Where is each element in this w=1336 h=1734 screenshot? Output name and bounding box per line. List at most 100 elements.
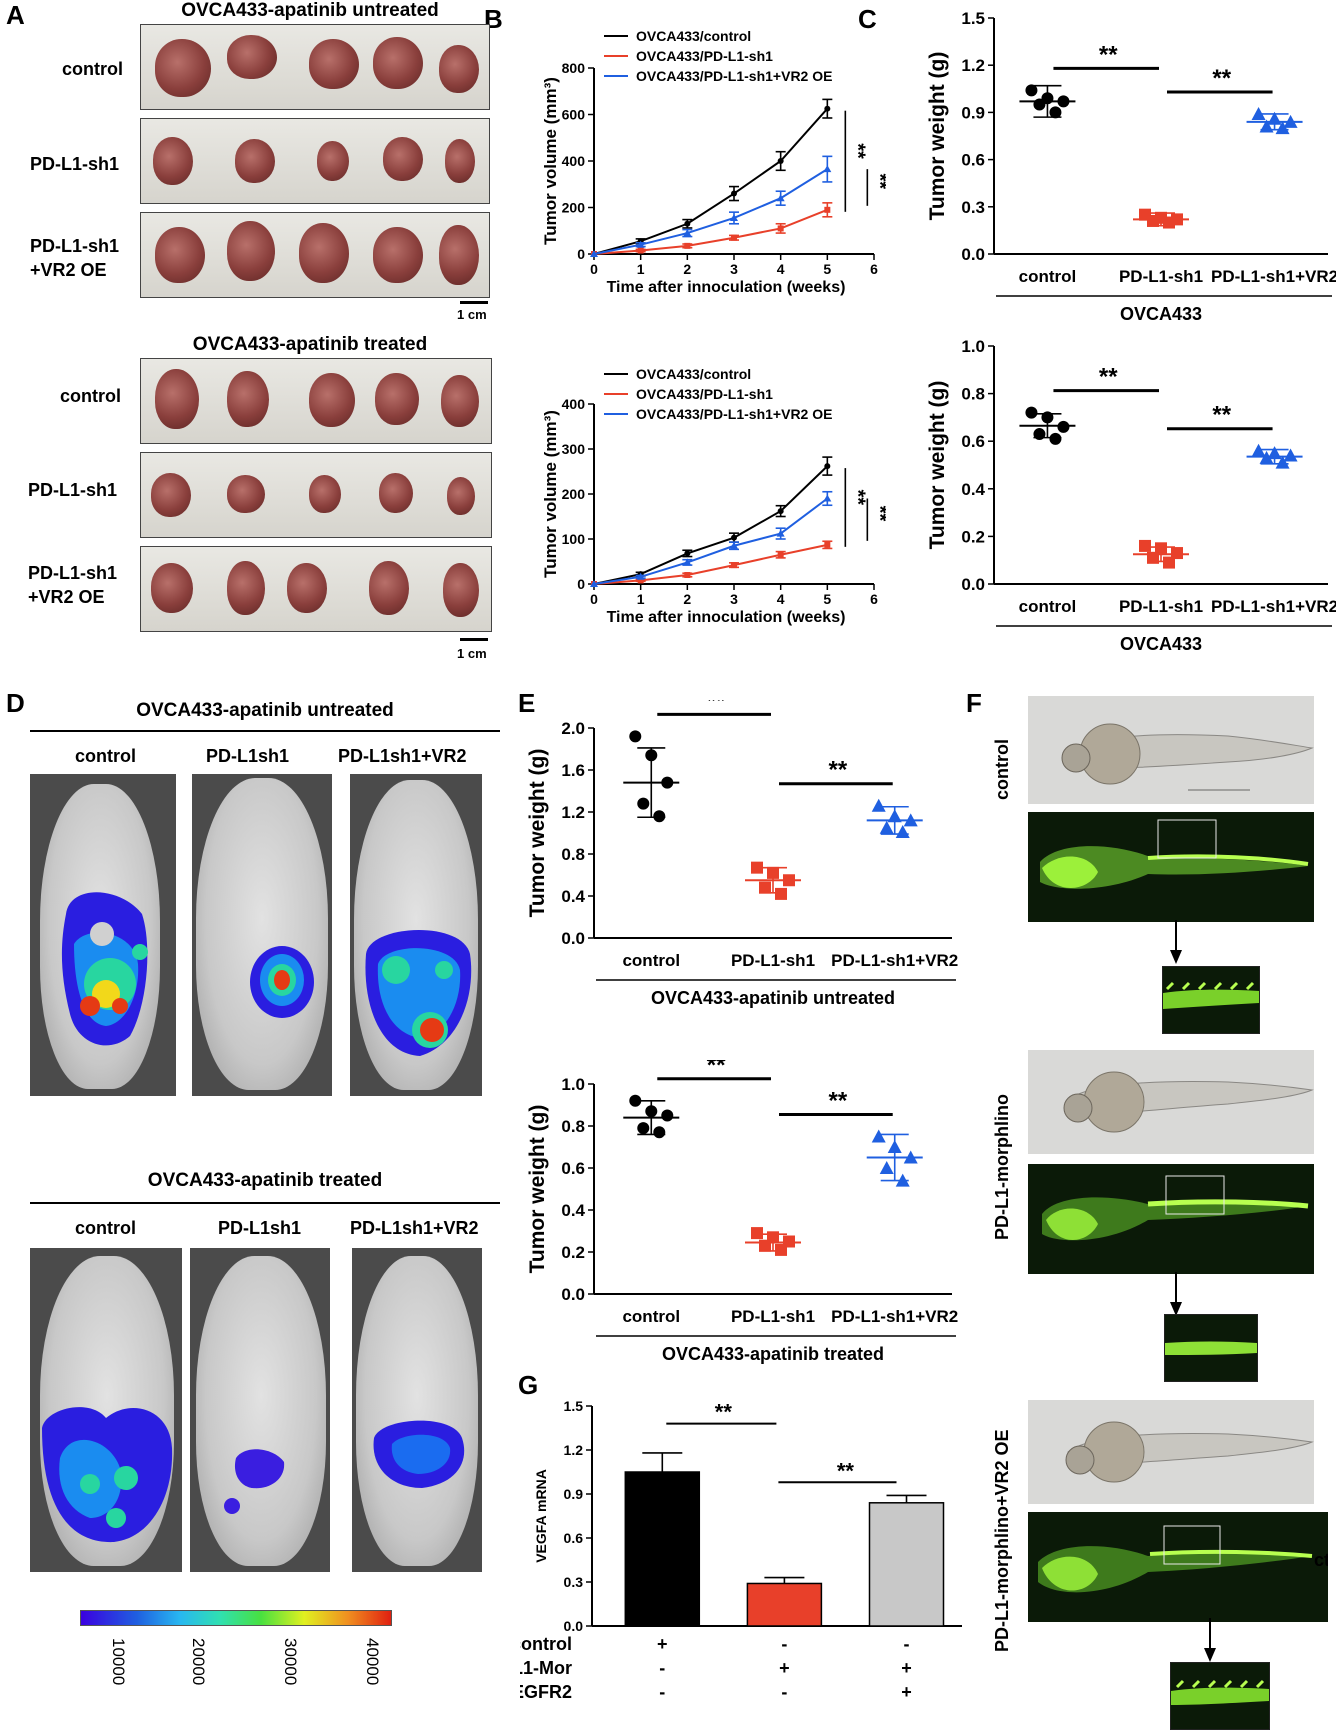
y-tick-label: 200 [562, 200, 586, 216]
legend-label: OVCA433/control [636, 28, 751, 44]
x-axis-label: Time after innoculation (weeks) [607, 279, 846, 296]
category-label: PD-L1-sh1+VR2 [1211, 597, 1336, 616]
zebrafish-brightfield-morphlino-vr2 [1028, 1400, 1314, 1504]
data-point [1139, 539, 1151, 552]
chart-c-top: 0.0 0.3 0.6 0.9 1.2 1.5 control PD-L1-sh1 PD-L1-… [926, 9, 1336, 324]
y-tick-label: 400 [562, 153, 586, 169]
panel-d-col-control: control [75, 746, 136, 766]
data-point [824, 541, 831, 548]
data-point [895, 824, 910, 838]
y-axis-label: Tumor weight (g) [526, 749, 549, 918]
y-tick-label: 0.6 [961, 151, 985, 170]
condition-label: PD-L1-Mor [520, 1658, 572, 1678]
data-point [629, 730, 642, 743]
panel-a-row-pdl1sh1-treated: PD-L1-sh1 [28, 480, 118, 500]
y-tick-label: 200 [562, 486, 586, 502]
data-point [823, 494, 832, 502]
significance-label: ** [707, 1060, 726, 1079]
x-tick-label: 1 [637, 261, 645, 277]
data-point [731, 234, 737, 241]
data-point [636, 240, 645, 248]
significance-label: ** [1099, 364, 1118, 391]
group-label: OVCA433 [1120, 634, 1202, 654]
panel-a-row-pdl1sh1-vr2-line1: PD-L1-sh1 [30, 236, 120, 256]
significance-label: ** [829, 1088, 848, 1115]
chart-b-top: 0 200 400 600 800 0 1 2 3 4 5 6 Time after innoculat… [541, 28, 886, 296]
scale-bar-a-top [460, 301, 488, 304]
significance-label: ** [868, 506, 886, 522]
y-tick-label: 0.9 [564, 1486, 584, 1502]
panel-d-col-pdl1sh1-treated: PD-L1sh1 [218, 1218, 302, 1238]
significance-label: ** [715, 1400, 733, 1425]
y-tick-label: 1.0 [961, 337, 985, 356]
data-point [637, 797, 650, 810]
y-tick-label: 0 [577, 246, 585, 262]
x-tick-label: 3 [730, 261, 738, 277]
panel-letter-f: F [966, 688, 982, 718]
bar [868, 1502, 945, 1627]
data-point [661, 1109, 674, 1122]
y-tick-label: 0.0 [961, 575, 985, 594]
data-point [683, 229, 692, 237]
data-point [777, 508, 784, 515]
zoom-arrow-control [1170, 920, 1182, 964]
scale-bar-label-a-top: 1 cm [457, 307, 487, 322]
scale-bar-a-bottom [460, 638, 488, 641]
data-point [1259, 119, 1274, 133]
data-point [1057, 95, 1070, 108]
legend-label: OVCA433/PD-L1-sh1 [636, 48, 773, 64]
y-tick-label: 0 [577, 576, 585, 592]
x-tick-label: 6 [870, 591, 878, 607]
data-point [653, 1126, 666, 1139]
condition-label: VEGFR2 [520, 1682, 572, 1702]
data-point [879, 1161, 894, 1174]
data-point [629, 1094, 642, 1107]
panel-d-col-pdl1sh1: PD-L1sh1 [206, 746, 290, 766]
data-point [871, 798, 886, 812]
x-tick-label: 0 [590, 591, 598, 607]
y-tick-label: 0.4 [561, 1201, 585, 1220]
tumor-photo-untreated-pdl1sh1-vr2 [140, 212, 490, 298]
significance-label: ** [837, 1458, 855, 1483]
legend-label: OVCA433/PD-L1-sh1 [636, 386, 773, 402]
x-tick-label: 2 [683, 261, 691, 277]
y-tick-label: 0.6 [561, 1159, 585, 1178]
panel-f-row-control: control [992, 739, 1012, 800]
category-label: PD-L1-sh1+VR2 [831, 1307, 958, 1326]
y-axis-label: Tumor volume (mm³) [541, 77, 560, 245]
data-point [645, 1105, 658, 1118]
category-label: PD-L1-sh1 [1119, 597, 1203, 616]
zebrafish-fluorescence-morphlino-vr2: ct [1028, 1512, 1328, 1622]
data-point [783, 874, 795, 887]
data-point [1025, 406, 1038, 419]
category-label: PD-L1-sh1+VR2 [1211, 267, 1336, 286]
x-tick-label: 3 [730, 591, 738, 607]
panel-a-row-control-treated: control [60, 386, 121, 406]
data-point [1275, 121, 1290, 135]
legend-label: OVCA433/PD-L1-sh1+VR2 OE [636, 68, 832, 84]
panel-d-col-pdl1sh1-vr2: PD-L1sh1+VR2 [338, 746, 467, 766]
condition-sign: + [657, 1634, 668, 1654]
y-tick-label: 0.4 [561, 887, 585, 906]
data-point [1041, 411, 1054, 424]
data-point [1049, 432, 1062, 445]
bioluminescence-image-treated-control [30, 1248, 182, 1572]
chart-c-bottom: 0.0 0.2 0.4 0.6 0.8 1.0 control PD-L1-sh1 PD-L1-… [926, 337, 1336, 654]
data-point [1049, 106, 1062, 119]
condition-sign: + [901, 1682, 912, 1702]
panel-letter-g: G [518, 1370, 539, 1400]
data-point [731, 562, 737, 569]
data-point [684, 242, 691, 249]
colorbar-tick-40000: 40000 [363, 1638, 382, 1686]
data-point [751, 1227, 763, 1240]
zebrafish-brightfield-control [1028, 696, 1314, 804]
zebrafish-brightfield-morphlino [1028, 1050, 1314, 1154]
colorbar-tick-30000: 30000 [281, 1638, 300, 1686]
data-point [903, 1150, 918, 1164]
bioluminescence-image-untreated-pdl1sh1 [192, 774, 332, 1096]
y-axis-label: Tumor volume (mm³) [541, 410, 560, 578]
panel-letter-e: E [518, 688, 536, 718]
data-point [777, 158, 784, 164]
data-point [1267, 446, 1282, 460]
y-tick-label: 0.4 [961, 480, 985, 499]
